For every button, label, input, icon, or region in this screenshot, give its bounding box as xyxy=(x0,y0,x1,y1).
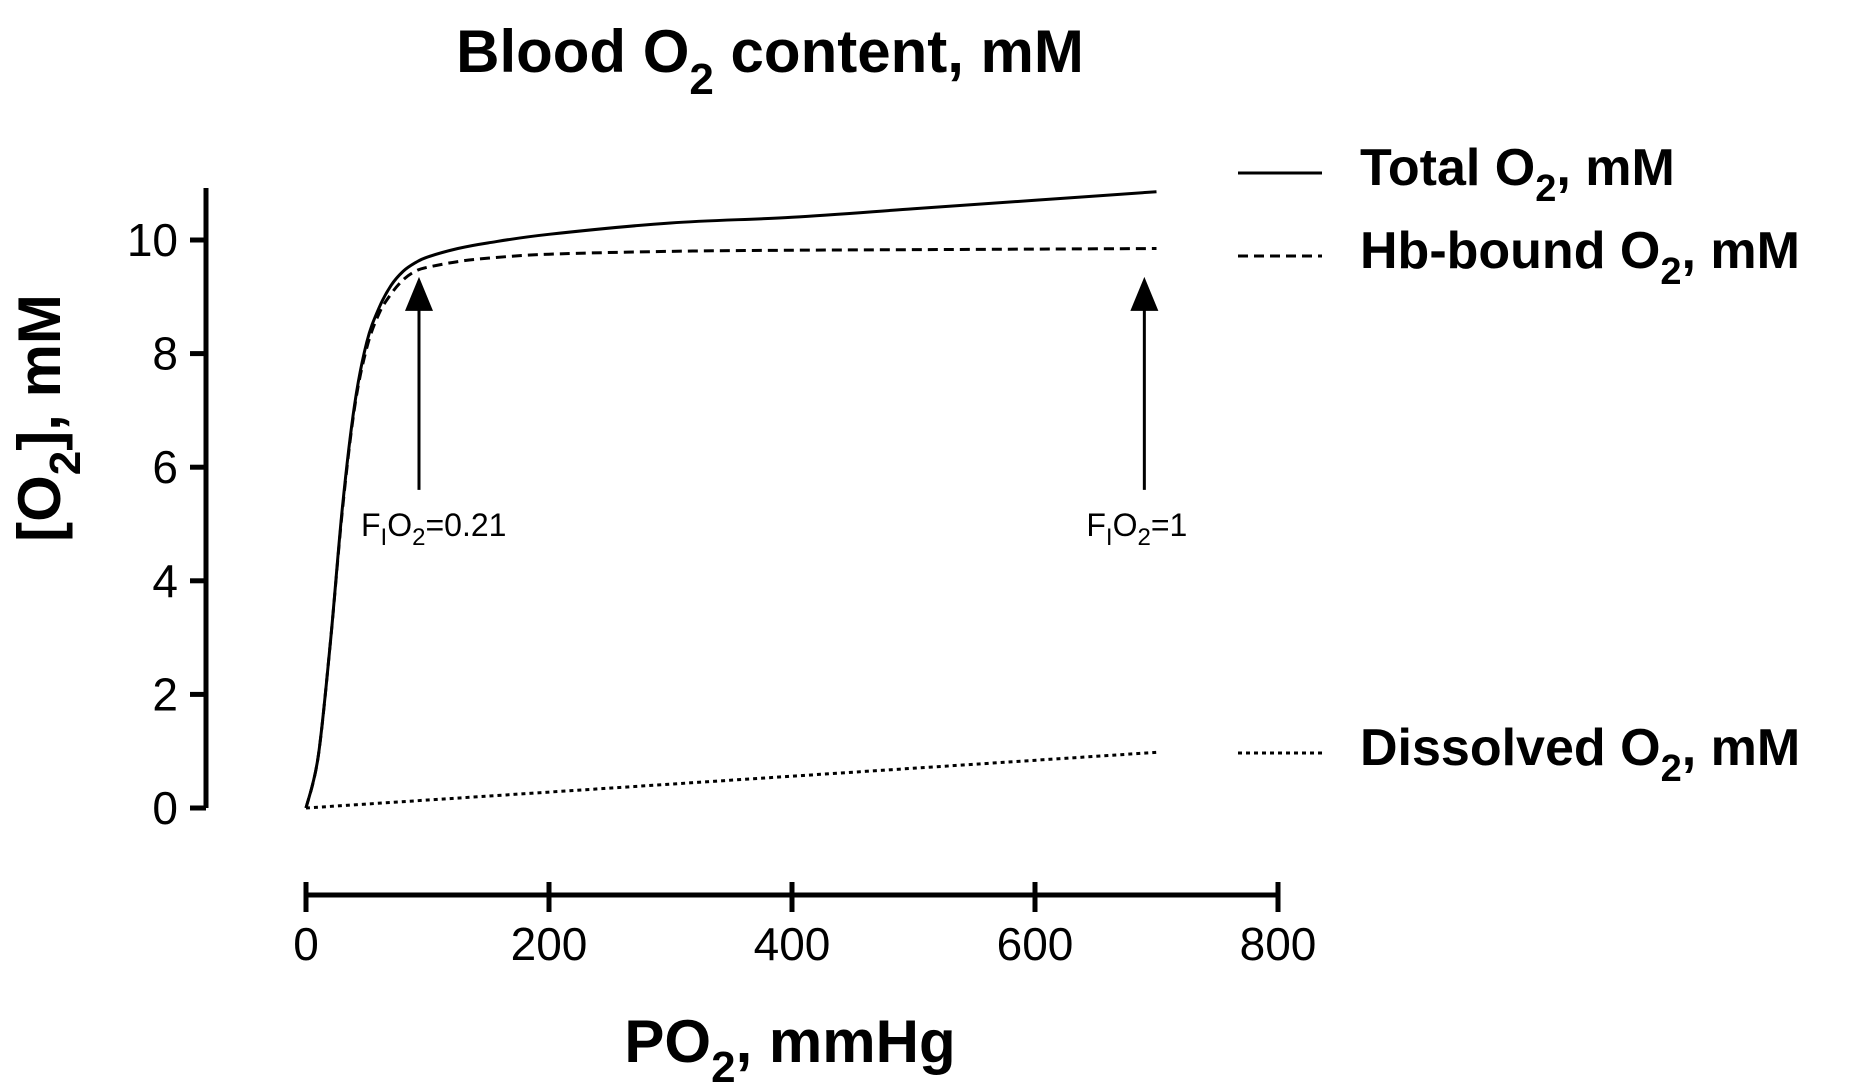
y-tick-label: 6 xyxy=(152,441,178,493)
series-hb-bound-line xyxy=(304,247,1157,809)
annotation-label: FIO2=1 xyxy=(1086,507,1187,551)
legend-label-hb-bound: Hb-bound O2, mM xyxy=(1360,222,1800,293)
y-tick-label: 4 xyxy=(152,555,178,607)
annotations-group: FIO2=0.21 FIO2=1 xyxy=(361,276,1187,551)
series-dissolved-line xyxy=(305,750,1157,810)
annotation-label: FIO2=0.21 xyxy=(361,507,506,551)
y-axis-label: [O2], mM xyxy=(6,294,90,542)
x-tick-label: 200 xyxy=(511,918,588,970)
x-axis-label: PO2, mmHg xyxy=(624,1008,955,1092)
legend-label-dissolved: Dissolved O2, mM xyxy=(1360,719,1800,790)
annotation-arrow-head xyxy=(1130,276,1159,311)
series-group xyxy=(304,190,1157,810)
x-ticks: 0 200 400 600 800 xyxy=(293,882,1316,970)
y-tick-label: 0 xyxy=(152,782,178,834)
y-tick-label: 10 xyxy=(127,214,178,266)
chart-title: Blood O2 content, mM xyxy=(456,18,1084,104)
y-ticks: 0 2 4 6 8 10 xyxy=(127,214,206,834)
annotation-arrow-head xyxy=(404,276,433,311)
y-tick-label: 2 xyxy=(152,668,178,720)
series-total-line xyxy=(304,190,1157,809)
y-tick-label: 8 xyxy=(152,328,178,380)
legend: Total O2, mM Hb-bound O2, mM Dissolved O… xyxy=(1238,139,1800,790)
x-tick-label: 600 xyxy=(997,918,1074,970)
x-tick-label: 400 xyxy=(754,918,831,970)
x-tick-label: 0 xyxy=(293,918,319,970)
legend-label-total: Total O2, mM xyxy=(1360,139,1675,210)
x-tick-label: 800 xyxy=(1240,918,1317,970)
